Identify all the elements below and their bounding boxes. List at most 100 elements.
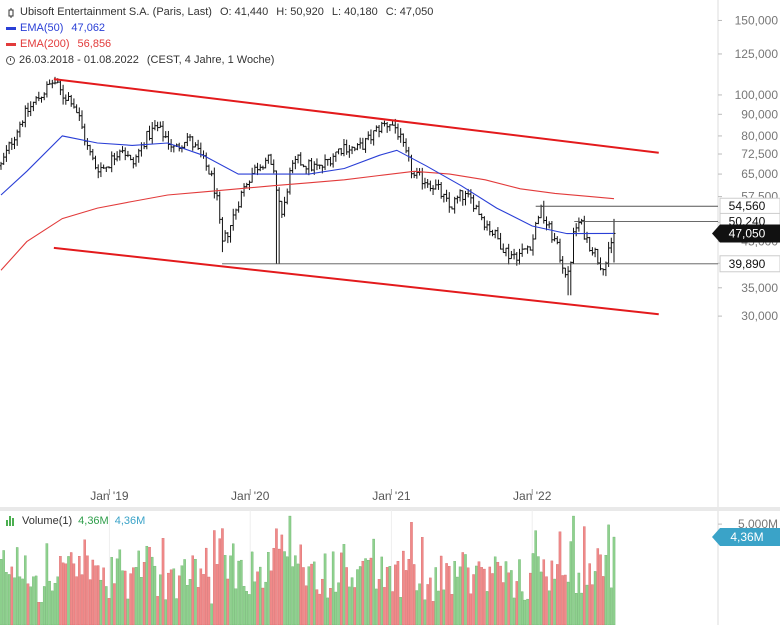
clock-icon bbox=[6, 55, 15, 65]
volume-bar bbox=[407, 559, 411, 625]
volume-bar bbox=[510, 570, 513, 625]
volume-bar bbox=[13, 577, 16, 625]
volume-bar bbox=[596, 548, 600, 625]
volume-bar bbox=[364, 558, 367, 625]
y-tick-label: 35,000 bbox=[741, 281, 778, 295]
volume-bar bbox=[248, 594, 251, 625]
volume-bar bbox=[331, 551, 335, 625]
volume-bar bbox=[402, 550, 405, 625]
volume-bar bbox=[410, 522, 413, 625]
volume-bar bbox=[86, 555, 89, 625]
volume-bar bbox=[310, 563, 313, 625]
legend-ema50-row: EMA(50) 47,062 bbox=[6, 20, 433, 36]
volume-bar bbox=[415, 590, 419, 625]
volume-bar bbox=[334, 591, 338, 625]
volume-bar bbox=[488, 566, 492, 625]
volume-bar bbox=[253, 581, 257, 625]
volume-bar bbox=[394, 564, 397, 625]
volume-bar bbox=[161, 538, 165, 625]
legend-symbol-row: Ubisoft Entertainment S.A. (Paris, Last)… bbox=[6, 4, 433, 20]
volume-bar bbox=[539, 571, 543, 625]
volume-bar bbox=[294, 555, 297, 625]
volume-bar bbox=[231, 543, 235, 625]
volume-bar bbox=[24, 555, 27, 625]
volume-bar bbox=[99, 579, 103, 625]
volume-bar bbox=[610, 587, 613, 625]
ema50-swatch bbox=[6, 26, 16, 30]
volume-bar bbox=[375, 588, 378, 625]
volume-bar bbox=[45, 543, 49, 625]
volume-bar bbox=[572, 515, 575, 625]
legend-close-label: C: bbox=[385, 6, 397, 18]
volume-bar bbox=[7, 574, 11, 625]
volume-bar bbox=[583, 526, 586, 625]
volume-bar bbox=[159, 574, 162, 625]
legend-high-label: H: bbox=[276, 6, 288, 18]
volume-bar bbox=[526, 598, 529, 625]
volume-bar bbox=[107, 598, 111, 625]
volume-bar bbox=[426, 584, 429, 625]
volume-bar bbox=[418, 583, 421, 625]
volume-y-tick-label: 5,000M bbox=[738, 517, 778, 531]
volume-bar bbox=[288, 515, 292, 625]
legend-ema50-label: EMA(50) bbox=[20, 22, 64, 34]
volume-bar bbox=[350, 577, 354, 625]
volume-bar bbox=[167, 572, 170, 625]
volume-bar bbox=[115, 558, 119, 625]
volume-bar bbox=[105, 586, 108, 625]
volume-bar bbox=[199, 568, 203, 625]
volume-bar bbox=[496, 561, 500, 625]
volume-bar bbox=[21, 578, 24, 625]
y-tick-label: 72,500 bbox=[741, 147, 778, 161]
volume-bar bbox=[156, 596, 159, 625]
volume-bar bbox=[299, 544, 302, 625]
volume-bar bbox=[59, 556, 62, 625]
volume-bar bbox=[40, 602, 43, 625]
volume-bar bbox=[88, 579, 92, 625]
x-tick-label: Jan '20 bbox=[231, 489, 270, 503]
volume-bar bbox=[221, 528, 224, 625]
volume-bar bbox=[191, 555, 194, 625]
volume-bar bbox=[56, 576, 59, 625]
volume-bar bbox=[367, 560, 370, 625]
volume-bar bbox=[186, 585, 189, 625]
volume-bar bbox=[323, 553, 327, 625]
pane-separator bbox=[0, 507, 780, 511]
volume-bar bbox=[269, 570, 273, 625]
volume-bar bbox=[456, 576, 459, 625]
volume-bar bbox=[329, 588, 332, 625]
volume-bar bbox=[601, 576, 605, 625]
volume-value-1: 4,36M bbox=[78, 515, 109, 527]
volume-bar bbox=[175, 598, 178, 625]
volume-bar bbox=[412, 564, 416, 625]
volume-bar bbox=[358, 566, 362, 625]
volume-bar bbox=[132, 567, 135, 625]
volume-bar bbox=[69, 552, 73, 625]
volume-bar bbox=[26, 583, 30, 625]
volume-bar bbox=[148, 546, 151, 625]
volume-bar bbox=[150, 556, 154, 625]
volume-bar bbox=[242, 586, 246, 625]
ema200-swatch bbox=[6, 42, 16, 46]
legend-close: 47,050 bbox=[399, 6, 434, 18]
volume-bar bbox=[377, 579, 381, 625]
last-price-label: 47,050 bbox=[729, 226, 766, 240]
volume-bar bbox=[569, 541, 573, 625]
volume-bar bbox=[566, 581, 570, 625]
legend-open-label: O: bbox=[219, 6, 232, 18]
volume-bar bbox=[264, 581, 267, 625]
volume-bar bbox=[353, 587, 357, 625]
volume-bar bbox=[434, 567, 438, 625]
volume-last-label: 4,36M bbox=[730, 530, 763, 544]
volume-bar bbox=[80, 574, 84, 625]
volume-bar bbox=[534, 530, 537, 625]
volume-bar bbox=[588, 563, 591, 625]
volume-bar bbox=[48, 580, 51, 625]
volume-bar bbox=[442, 589, 446, 625]
volume-bar bbox=[53, 583, 57, 625]
volume-bar bbox=[507, 572, 510, 625]
volume-bar bbox=[564, 574, 567, 625]
volume-bar bbox=[356, 569, 359, 625]
volume-bar bbox=[280, 534, 284, 625]
